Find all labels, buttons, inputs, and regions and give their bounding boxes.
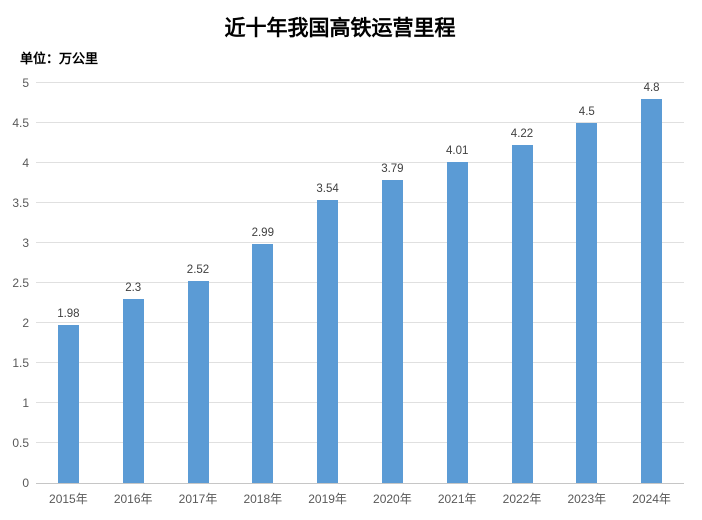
bar (122, 299, 144, 483)
y-axis-tick-label: 2 (22, 316, 29, 330)
bar-value-label: 3.54 (316, 182, 339, 195)
y-axis-tick-label: 4 (22, 156, 29, 170)
bar (57, 324, 79, 483)
x-axis-category-label: 2022年 (502, 492, 542, 506)
y-axis-tick-label: 0 (22, 476, 29, 490)
gridline (36, 282, 684, 283)
gridline (36, 202, 684, 203)
chart-title: 近十年我国高铁运营里程 (224, 15, 456, 40)
gridline (36, 322, 684, 323)
plot-area: 0 0.5 1 1.5 2 2.5 3 3.5 4 4.5 5 1.98 2015年 2.3 2016年 2.… (12, 76, 684, 506)
bar (252, 243, 274, 483)
x-axis-category-label: 2015年 (49, 492, 88, 506)
y-axis-tick-label: 1.5 (12, 356, 29, 370)
x-axis-category-label: 2024年 (632, 492, 671, 506)
bar (576, 123, 598, 483)
x-axis-category-label: 2023年 (567, 492, 607, 506)
gridline (36, 362, 684, 363)
x-axis-category-label: 2020年 (373, 492, 412, 506)
gridline (36, 242, 684, 243)
bar (641, 99, 663, 483)
y-axis-tick-label: 0.5 (12, 436, 29, 450)
gridline (36, 162, 684, 163)
bar-value-label: 3.79 (381, 162, 404, 175)
bar-value-label: 2.52 (186, 264, 210, 277)
gridline (36, 402, 684, 403)
x-axis-category-label: 2021年 (437, 492, 477, 506)
bar-value-label: 4.22 (510, 128, 534, 141)
bar (511, 145, 533, 483)
y-axis-tick-label: 4.5 (12, 116, 29, 130)
x-axis-category-label: 2019年 (308, 492, 347, 506)
bar-value-label: 4.5 (578, 106, 595, 118)
bar (317, 199, 339, 483)
x-axis-category-label: 2016年 (113, 492, 153, 506)
unit-label: 单位：万公里 (20, 51, 99, 66)
gridline (36, 82, 684, 83)
bar-value-label: 4.8 (643, 82, 660, 94)
y-axis-tick-label: 3 (22, 236, 29, 250)
y-axis-tick-label: 3.5 (12, 196, 29, 210)
bar-value-label: 4.01 (445, 145, 469, 158)
x-axis-category-label: 2017年 (178, 492, 218, 506)
bar-value-label: 1.98 (57, 307, 80, 320)
y-axis-tick-label: 5 (22, 76, 29, 90)
y-axis-tick-label: 2.5 (12, 276, 29, 290)
bar-value-label: 2.3 (125, 282, 142, 294)
bar (381, 179, 403, 483)
y-axis-tick-label: 1 (22, 396, 29, 410)
gridline (36, 122, 684, 123)
gridline (36, 442, 684, 443)
bar-value-label: 2.99 (251, 226, 274, 239)
bar (187, 281, 209, 483)
bar (446, 162, 468, 483)
x-axis-category-label: 2018年 (243, 492, 283, 506)
x-axis-line (36, 483, 684, 484)
